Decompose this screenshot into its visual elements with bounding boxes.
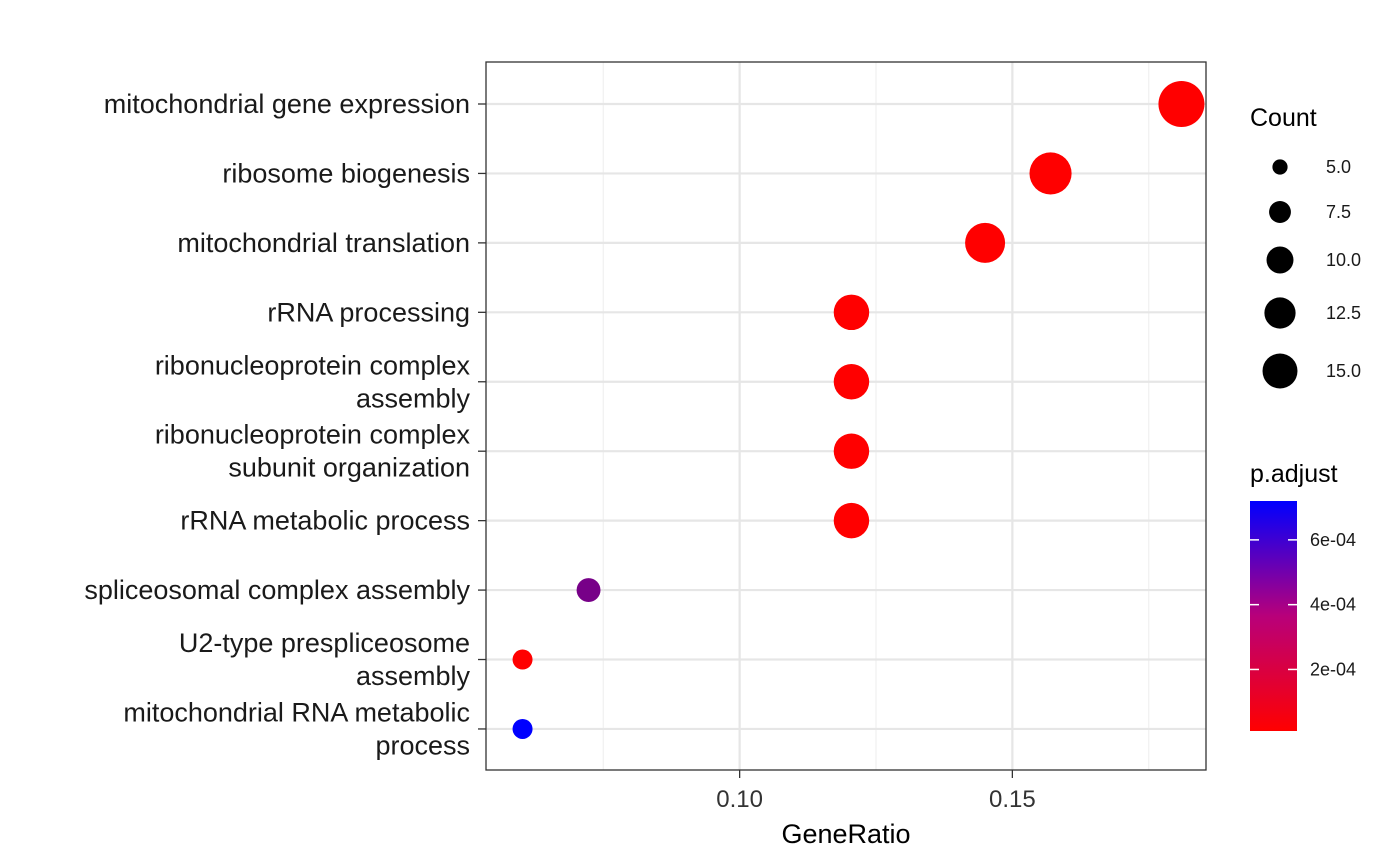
category-labels: mitochondrial gene expression ribosome bi…	[84, 89, 486, 760]
count-legend-key	[1266, 246, 1294, 274]
data-point	[833, 364, 870, 400]
padjust-colorbar	[1250, 501, 1297, 731]
grid-lines	[486, 62, 1206, 770]
count-legend-label: 12.5	[1326, 303, 1361, 323]
data-point	[576, 578, 601, 603]
colorbar-label: 2e-04	[1310, 659, 1356, 679]
data-point	[965, 222, 1006, 263]
count-legend-label: 15.0	[1326, 361, 1361, 381]
category-label: ribonucleoprotein complex	[155, 350, 471, 380]
x-axis: 0.10 0.15	[716, 770, 1036, 813]
count-legend-key	[1262, 353, 1298, 389]
count-legend-title: Count	[1250, 104, 1317, 132]
data-point	[833, 502, 870, 539]
data-point	[512, 649, 533, 670]
data-point	[1029, 152, 1072, 195]
category-label: mitochondrial translation	[177, 228, 470, 258]
category-label: assembly	[356, 661, 471, 691]
padjust-legend-title: p.adjust	[1250, 460, 1338, 488]
category-label: ribosome biogenesis	[222, 158, 470, 188]
x-tick-label: 0.15	[989, 786, 1036, 813]
category-label: ribonucleoprotein complex	[155, 420, 471, 450]
count-legend-label: 10.0	[1326, 250, 1361, 270]
plot-panel	[486, 62, 1206, 770]
category-label: rRNA metabolic process	[180, 506, 470, 536]
category-label: mitochondrial gene expression	[104, 89, 470, 119]
colorbar-label: 4e-04	[1310, 595, 1356, 615]
data-point	[1158, 81, 1205, 127]
x-axis-title: GeneRatio	[781, 819, 910, 849]
data-points	[512, 81, 1205, 739]
category-label: assembly	[356, 383, 471, 413]
count-legend-label: 5.0	[1326, 157, 1351, 177]
category-label: spliceosomal complex assembly	[84, 575, 470, 605]
colorbar-label: 6e-04	[1310, 530, 1356, 550]
category-label: subunit organization	[228, 453, 470, 483]
x-tick-label: 0.10	[716, 786, 763, 813]
plot-border	[485, 61, 1207, 771]
category-label: rRNA processing	[267, 297, 470, 327]
category-label: mitochondrial RNA metabolic	[123, 697, 470, 727]
data-point	[833, 294, 870, 331]
category-label: U2-type prespliceosome	[179, 628, 470, 658]
padjust-legend: p.adjust 2e-04 4e-04 6e-04	[1250, 460, 1356, 731]
category-label: process	[375, 730, 470, 760]
count-legend: Count 5.0 7.5 10.0 12.5 15.0	[1250, 104, 1361, 389]
count-legend-key	[1264, 297, 1296, 329]
count-legend-label: 7.5	[1326, 202, 1351, 222]
data-point	[833, 433, 870, 469]
count-legend-key	[1269, 201, 1291, 223]
count-legend-key	[1272, 159, 1288, 175]
data-point	[512, 718, 533, 739]
